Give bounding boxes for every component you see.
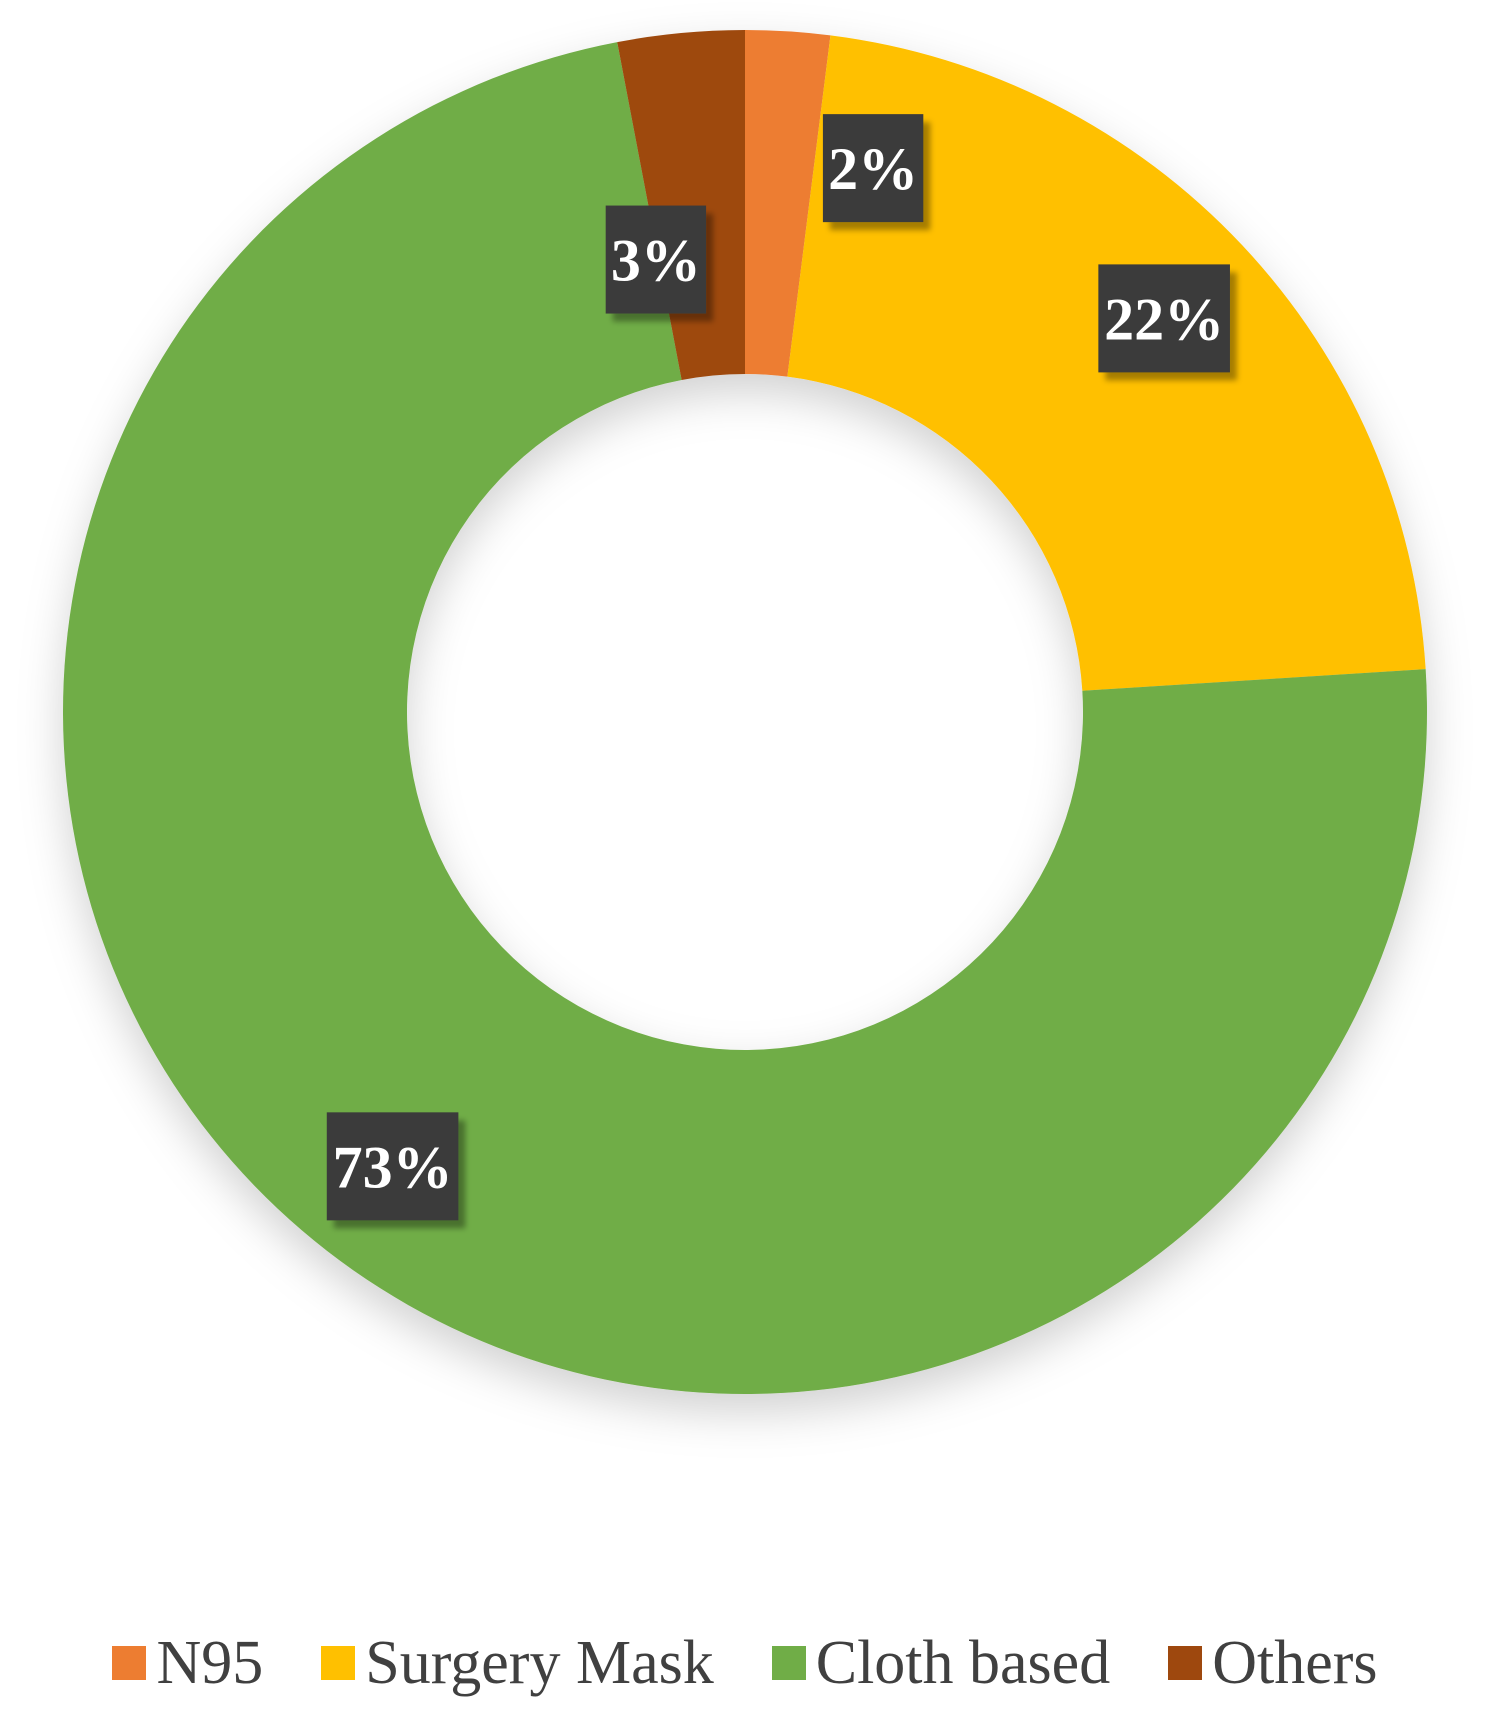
slice-cloth-based [63, 42, 1427, 1395]
legend-label: Cloth based [815, 1628, 1111, 1697]
slice-n95 [745, 30, 831, 377]
legend-item-surgery-mask: Surgery Mask [321, 1628, 714, 1699]
data-labels-layer: 2% 22% 73% 3% [326, 114, 1230, 1221]
data-label-surgery-mask: 22% [1098, 264, 1230, 373]
data-label-box [822, 114, 924, 223]
data-label-text: 2% [828, 136, 918, 202]
data-label-cloth-based: 73% [326, 1112, 459, 1221]
data-label-box [326, 1112, 459, 1221]
data-label-text: 73% [333, 1134, 453, 1200]
data-label-n95: 2% [822, 114, 924, 223]
legend-swatch [771, 1646, 806, 1680]
legend-label: Surgery Mask [365, 1628, 714, 1697]
legend-label: N95 [156, 1628, 264, 1697]
legend-swatch [112, 1646, 147, 1680]
slice-others [617, 30, 745, 380]
slices-layer [63, 30, 1427, 1395]
legend: N95 Surgery Mask Cloth based Others [0, 1628, 1490, 1698]
legend-swatch [321, 1646, 356, 1680]
data-label-text: 22% [1104, 286, 1224, 352]
data-label-box [1098, 264, 1230, 373]
data-label-others: 3% [605, 205, 707, 314]
data-label-text: 3% [611, 228, 701, 294]
legend-item-others: Others [1168, 1628, 1378, 1699]
legend-item-n95: N95 [112, 1628, 263, 1699]
legend-item-cloth-based: Cloth based [771, 1628, 1111, 1699]
legend-swatch [1168, 1646, 1203, 1680]
legend-label: Others [1212, 1628, 1378, 1697]
data-label-box [605, 205, 707, 314]
